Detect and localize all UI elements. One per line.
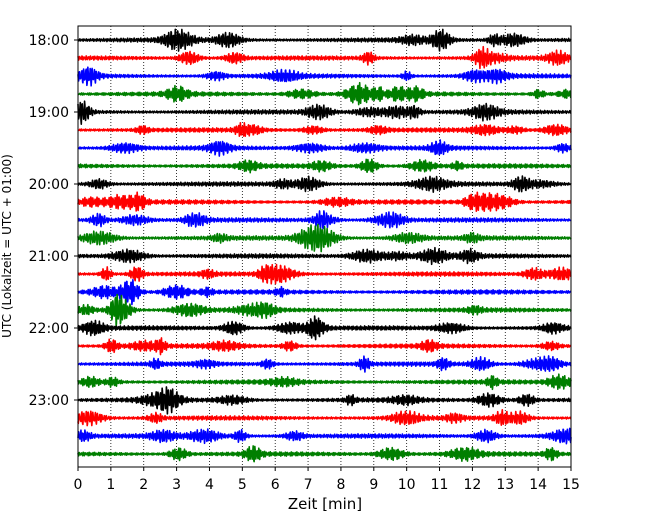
x-tick-label: 0 bbox=[74, 477, 83, 493]
x-tick-label: 7 bbox=[304, 477, 313, 493]
trace-1900 bbox=[77, 100, 572, 126]
trace-1845 bbox=[77, 81, 572, 106]
x-tick-label: 10 bbox=[398, 477, 416, 493]
x-axis-label: Zeit [min] bbox=[288, 495, 362, 513]
trace-1915 bbox=[77, 121, 572, 137]
trace-2100 bbox=[77, 246, 572, 266]
trace-1800 bbox=[77, 28, 572, 52]
trace-2045 bbox=[77, 223, 572, 253]
trace-2215 bbox=[77, 337, 572, 356]
trace-2300 bbox=[77, 386, 572, 415]
x-axis-ticks: 0 1 2 3 4 5 6 7 8 9 10 11 12 13 14 15 bbox=[74, 467, 580, 493]
trace-2345 bbox=[77, 445, 572, 463]
x-tick-label: 3 bbox=[172, 477, 181, 493]
trace-2200 bbox=[77, 315, 572, 341]
y-tick-label: 19:00 bbox=[29, 105, 69, 121]
trace-2130 bbox=[77, 278, 572, 306]
y-axis-ticks: 18:00 19:00 20:00 21:00 22:00 23:00 bbox=[29, 33, 78, 409]
x-tick-label: 1 bbox=[106, 477, 115, 493]
y-tick-label: 20:00 bbox=[29, 177, 69, 193]
x-tick-label: 4 bbox=[205, 477, 214, 493]
y-tick-label: 18:00 bbox=[29, 33, 69, 49]
trace-2015 bbox=[77, 191, 572, 213]
trace-2145 bbox=[77, 293, 572, 327]
trace-2315 bbox=[77, 409, 572, 427]
trace-1830 bbox=[77, 66, 572, 87]
plot-frame bbox=[77, 25, 572, 468]
y-tick-label: 23:00 bbox=[29, 393, 69, 409]
trace-2245 bbox=[77, 373, 572, 391]
seismic-traces bbox=[77, 28, 572, 463]
x-tick-label: 15 bbox=[562, 477, 580, 493]
trace-2000 bbox=[77, 175, 572, 193]
trace-2230 bbox=[77, 355, 572, 373]
x-tick-label: 8 bbox=[336, 477, 345, 493]
x-tick-label: 5 bbox=[238, 477, 247, 493]
trace-2030 bbox=[77, 210, 572, 230]
y-axis-label: UTC (Lokalzeit = UTC + 01:00) bbox=[0, 154, 14, 338]
y-tick-label: 22:00 bbox=[29, 321, 69, 337]
x-tick-label: 13 bbox=[496, 477, 514, 493]
trace-2330 bbox=[77, 427, 572, 445]
x-tick-label: 14 bbox=[529, 477, 547, 493]
trace-1930 bbox=[77, 139, 572, 157]
x-tick-label: 11 bbox=[431, 477, 449, 493]
trace-1815 bbox=[77, 45, 572, 70]
x-tick-label: 9 bbox=[369, 477, 378, 493]
x-tick-label: 2 bbox=[139, 477, 148, 493]
trace-1945 bbox=[77, 158, 572, 174]
x-tick-label: 6 bbox=[271, 477, 280, 493]
y-tick-label: 21:00 bbox=[29, 249, 69, 265]
trace-2115 bbox=[77, 263, 572, 285]
x-tick-label: 12 bbox=[463, 477, 481, 493]
